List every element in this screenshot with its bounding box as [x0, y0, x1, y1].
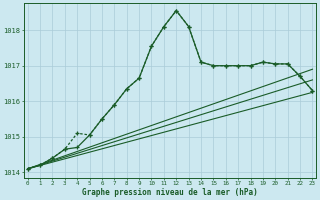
X-axis label: Graphe pression niveau de la mer (hPa): Graphe pression niveau de la mer (hPa)	[82, 188, 258, 197]
